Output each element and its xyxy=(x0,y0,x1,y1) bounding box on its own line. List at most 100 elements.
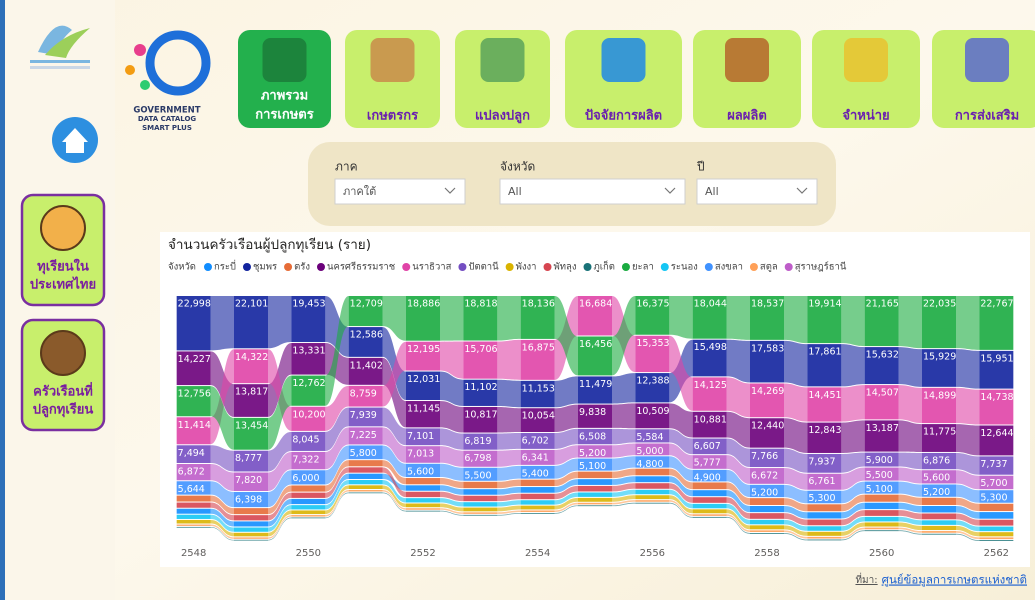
ribbon-bar xyxy=(865,528,899,530)
data-label: 13,331 xyxy=(292,346,325,357)
legend-item[interactable]: สุราษฎร์ธานี xyxy=(785,261,847,273)
ribbon-bar xyxy=(979,537,1013,539)
ribbon-bar xyxy=(750,525,784,529)
ribbon-bar xyxy=(349,474,383,479)
ribbon-bar xyxy=(865,503,899,509)
ribbon xyxy=(612,429,635,444)
data-label: 14,125 xyxy=(694,380,727,391)
data-label: 21,165 xyxy=(866,299,899,310)
data-label: 19,914 xyxy=(808,299,841,310)
ribbon-bar xyxy=(922,498,956,505)
ribbon xyxy=(956,388,979,425)
ribbon xyxy=(784,383,807,421)
legend-label: นครศรีธรรมราช xyxy=(327,261,396,273)
nav-tile[interactable]: แปลงปลูก xyxy=(455,30,550,128)
ribbon xyxy=(555,405,578,432)
legend-marker xyxy=(243,263,251,271)
ribbon-bar xyxy=(807,540,841,541)
data-label: 4,900 xyxy=(694,472,721,483)
ribbon xyxy=(899,385,922,423)
ribbon-bar xyxy=(578,492,612,496)
ribbon-bar xyxy=(177,515,211,519)
tile-label: ผลผลิต xyxy=(727,109,767,124)
source-link[interactable]: ศูนย์ข้อมูลการเกษตรแห่งชาติ xyxy=(882,573,1027,587)
data-label: 7,937 xyxy=(808,456,835,467)
legend-item[interactable]: นครศรีธรรมราช xyxy=(317,261,396,273)
home-button[interactable] xyxy=(52,117,98,163)
ribbon-bar xyxy=(750,506,784,512)
ribbon-bar xyxy=(406,508,440,510)
legend-item[interactable]: ยะลา xyxy=(622,262,654,273)
ribbon-bar xyxy=(406,498,440,502)
ribbon-bar xyxy=(693,504,727,508)
filter-dropdown[interactable]: All xyxy=(697,179,817,204)
data-label: 5,200 xyxy=(751,487,778,498)
filter-dropdown[interactable]: ภาคใต้ xyxy=(335,179,465,204)
data-label: 5,000 xyxy=(636,446,663,457)
ribbon-bar xyxy=(750,530,784,532)
ribbon xyxy=(268,296,291,348)
ribbon-bar xyxy=(291,505,325,509)
legend-item[interactable]: สตูล xyxy=(750,262,778,273)
data-label: 11,402 xyxy=(350,360,383,371)
legend-label: สุราษฎร์ธานี xyxy=(795,261,847,273)
data-label: 12,644 xyxy=(980,428,1013,439)
legend-item[interactable]: พัทลุง xyxy=(544,262,577,273)
ribbon-bar xyxy=(521,510,555,512)
ribbon xyxy=(841,420,864,453)
filter-dropdown[interactable]: All xyxy=(500,179,685,204)
button-label: ทุเรียนใน xyxy=(37,258,89,275)
legend-label: ยะลา xyxy=(632,262,654,273)
ribbon xyxy=(727,296,750,340)
ribbon-bar xyxy=(865,522,899,526)
ribbon-bar xyxy=(750,498,784,505)
ribbon xyxy=(211,296,234,350)
ribbon-bar xyxy=(578,472,612,479)
legend-item[interactable]: พังงา xyxy=(506,262,537,273)
data-label: 14,507 xyxy=(866,388,899,399)
ribbon-bar xyxy=(693,509,727,513)
data-label: 16,375 xyxy=(636,299,669,310)
nav-tile[interactable]: เกษตรกร xyxy=(345,30,440,128)
data-label: 13,454 xyxy=(235,420,268,431)
logo-text: GOVERNMENT xyxy=(133,106,200,116)
data-label: 16,875 xyxy=(522,342,555,353)
tile-icon xyxy=(965,38,1009,82)
logo-text: DATA CATALOG xyxy=(138,115,197,123)
data-label: 11,145 xyxy=(407,404,440,415)
dropdown-value: All xyxy=(508,185,522,198)
data-label: 7,013 xyxy=(407,449,434,460)
nav-tile[interactable]: การส่งเสริม xyxy=(932,30,1035,128)
legend-label: ปัตตานี xyxy=(468,261,499,273)
ribbon-bar xyxy=(521,500,555,504)
ribbon-bar xyxy=(291,493,325,498)
data-label: 6,000 xyxy=(292,473,319,484)
ribbon-bar xyxy=(521,506,555,510)
ribbon xyxy=(784,341,807,387)
data-label: 7,101 xyxy=(407,431,434,442)
data-label: 12,440 xyxy=(751,421,784,432)
nav-tile[interactable]: จำหน่าย xyxy=(812,30,920,128)
data-label: 19,453 xyxy=(292,299,325,310)
data-label: 14,269 xyxy=(751,386,784,397)
data-label: 22,767 xyxy=(980,299,1013,310)
ribbon xyxy=(497,296,520,341)
nav-tile[interactable]: ผลผลิต xyxy=(693,30,801,128)
ribbon-bar xyxy=(234,533,268,537)
nav-tile[interactable]: ปัจจัยการผลิต xyxy=(565,30,682,128)
data-label: 14,227 xyxy=(178,354,211,365)
ribbon xyxy=(669,296,692,339)
chart-title: จำนวนครัวเรือนผู้ปลูกทุเรียน (ราย) xyxy=(168,237,371,253)
data-label: 22,101 xyxy=(235,299,268,310)
ribbon-bar xyxy=(693,490,727,496)
data-label: 5,600 xyxy=(923,473,950,484)
data-label: 11,414 xyxy=(178,420,211,431)
ribbon xyxy=(612,403,635,428)
sidebar-button[interactable]: ครัวเรือนที่ปลูกทุเรียน xyxy=(22,320,104,430)
ribbon-bar xyxy=(521,487,555,493)
ribbon-bar xyxy=(865,495,899,502)
legend-item[interactable]: ตรัง xyxy=(284,262,310,273)
ribbon-bar xyxy=(578,498,612,502)
